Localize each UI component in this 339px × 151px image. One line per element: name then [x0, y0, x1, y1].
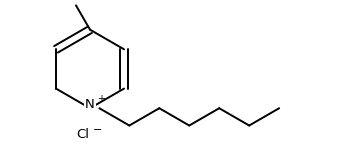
Text: −: − [93, 125, 102, 135]
Text: N: N [85, 98, 95, 111]
Text: +: + [97, 94, 105, 104]
Text: Cl: Cl [76, 128, 89, 141]
